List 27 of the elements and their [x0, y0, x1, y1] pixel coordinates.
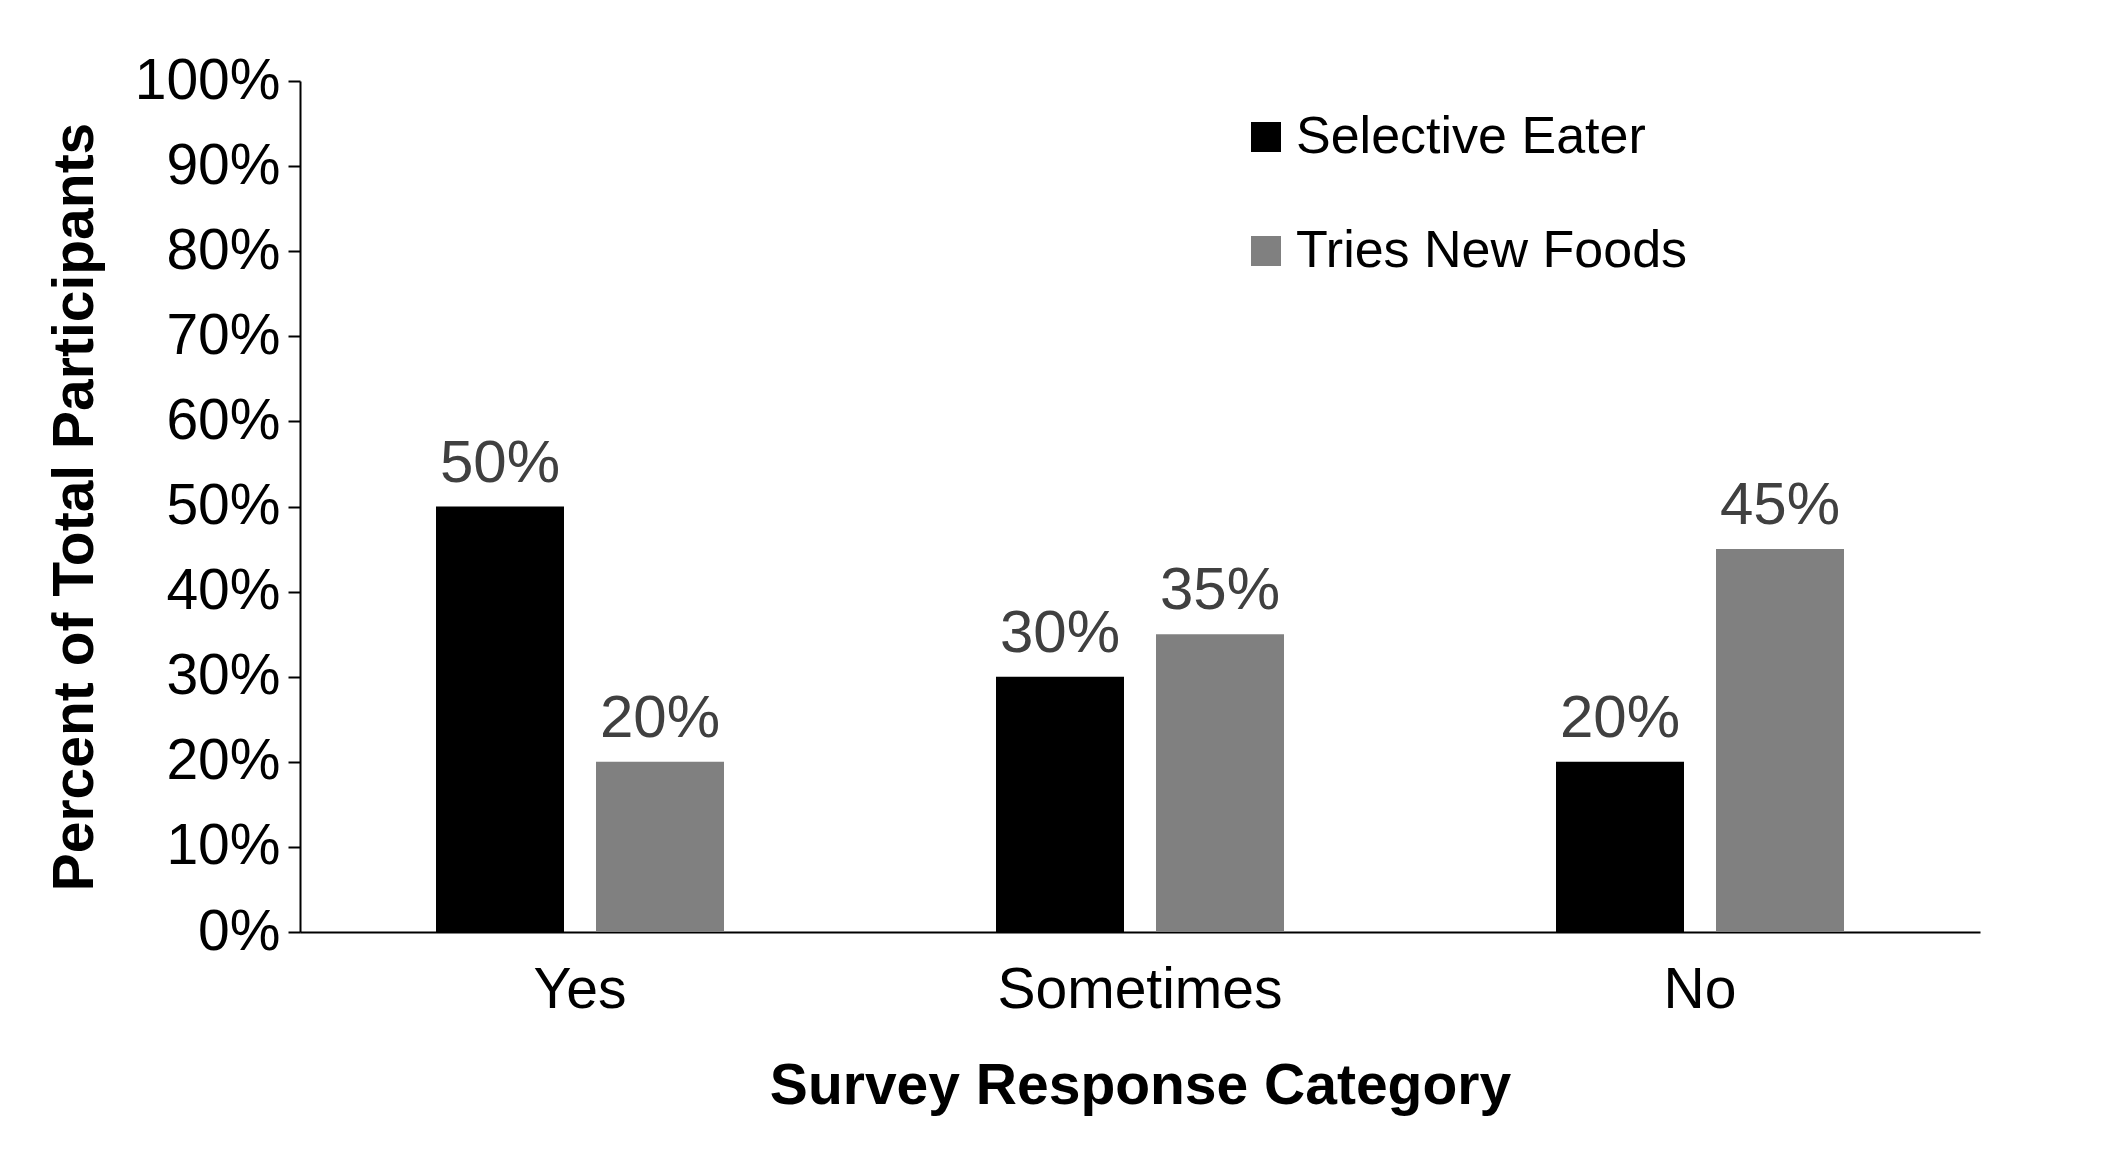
- y-tick-label: 60%: [166, 386, 281, 451]
- y-tick-label: 100%: [134, 46, 281, 111]
- y-tick-label: 90%: [166, 131, 281, 196]
- y-tick-label: 20%: [166, 727, 281, 792]
- y-tick-label: 10%: [166, 812, 281, 877]
- legend-label: Selective Eater: [1296, 106, 1646, 164]
- data-label: 45%: [1719, 470, 1841, 538]
- bar: [1156, 634, 1284, 932]
- x-tick-label: Sometimes: [997, 955, 1283, 1020]
- y-tick-label: 50%: [166, 472, 281, 536]
- x-tick-label: No: [1663, 955, 1737, 1020]
- data-label: 20%: [599, 682, 721, 750]
- bar: [1716, 549, 1844, 932]
- y-axis-title: Percent of Total Participants: [40, 122, 105, 892]
- data-label: 30%: [999, 597, 1121, 665]
- data-label: 50%: [439, 427, 561, 495]
- data-label: 35%: [1159, 555, 1281, 623]
- y-tick-label: 40%: [166, 557, 281, 622]
- bar: [596, 761, 724, 932]
- y-tick-label: 70%: [166, 301, 281, 366]
- data-label: 20%: [1559, 682, 1681, 750]
- y-tick-label: 30%: [166, 642, 281, 707]
- legend-label: Tries New Foods: [1296, 220, 1688, 278]
- x-axis-title: Survey Response Category: [769, 1051, 1512, 1116]
- y-tick-label: 0%: [198, 897, 281, 962]
- y-tick-label: 80%: [166, 216, 281, 281]
- x-tick-label: Yes: [533, 955, 627, 1020]
